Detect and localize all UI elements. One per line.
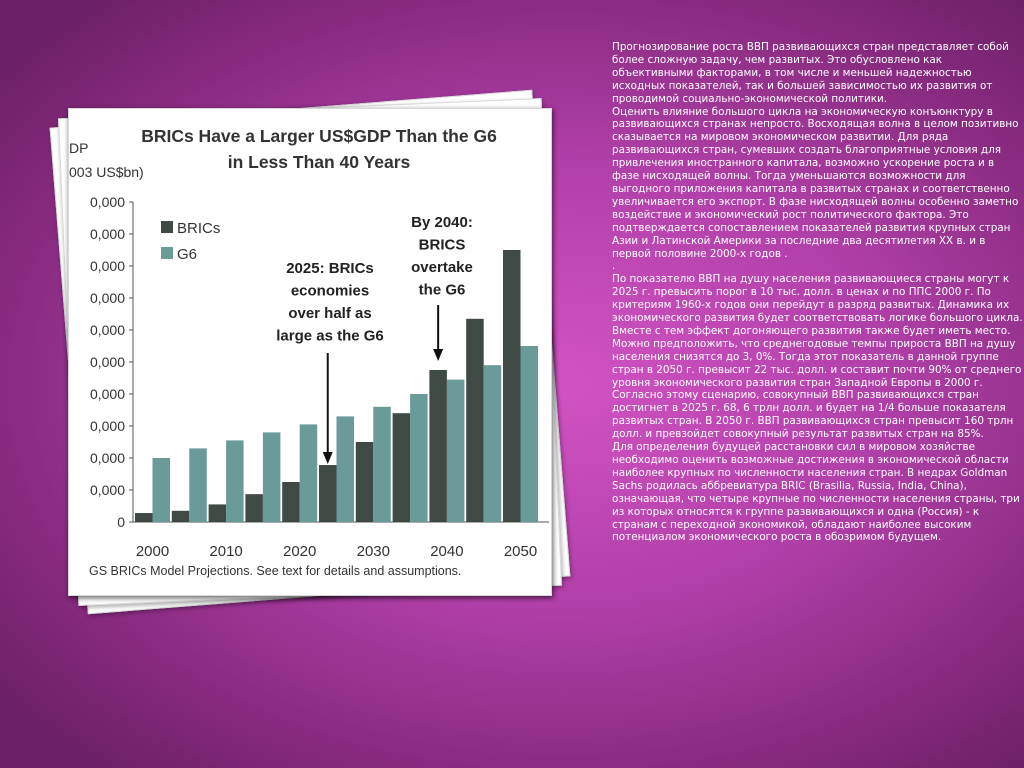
annotation-2025-line: over half as (288, 305, 371, 322)
body-text: Прогнозирование роста ВВП развивающихся … (612, 41, 1024, 721)
bar-brics-2025 (319, 465, 337, 522)
y-tick-label: 0,000 (90, 226, 125, 242)
bar-g6-2040 (446, 379, 465, 522)
bar-g6-2030 (373, 406, 391, 522)
legend-label: BRICs (177, 220, 220, 237)
bar-brics-2020 (282, 482, 300, 522)
bar-brics-2040 (429, 370, 447, 522)
y-tick-label: 0,000 (90, 194, 125, 210)
bar-g6-2050 (520, 346, 538, 522)
y-tick-label: 0,000 (90, 258, 125, 274)
y-tick-label: 0,000 (90, 322, 125, 338)
bar-brics-2030 (355, 442, 374, 522)
annotation-2025-arrowhead (322, 452, 333, 464)
y-tick-label: 0,000 (90, 450, 125, 466)
x-tick-label: 2010 (209, 543, 242, 560)
bar-brics-2050 (503, 250, 521, 522)
legend-swatch-g6 (161, 247, 173, 259)
annotation-2040-line: the G6 (419, 282, 466, 299)
bar-chart: BRICs Have a Larger US$GDP Than the G6 in… (69, 126, 549, 578)
annotation-2025-line: 2025: BRICs (286, 260, 374, 277)
chart-title-line: BRICs Have a Larger US$GDP Than the G6 (141, 126, 497, 146)
bar-brics-2000 (135, 513, 153, 522)
bar-brics-2010 (208, 504, 227, 522)
annotation-2040-arrowhead (433, 349, 444, 361)
bar-g6-2015 (262, 432, 281, 522)
chart-card: BRICs Have a Larger US$GDP Than the G6 in… (68, 108, 552, 596)
bar-g6-2020 (299, 424, 318, 522)
bar-g6-2025 (336, 416, 354, 522)
chart-footnote: GS BRICs Model Projections. See text for… (89, 564, 461, 578)
paragraph: По показателю ВВП на душу населения разв… (612, 273, 1023, 441)
annotation-2040-line: By 2040: (411, 214, 473, 231)
y-tick-label: 0,000 (90, 482, 125, 498)
chart-title-line: in Less Than 40 Years (228, 152, 411, 172)
annotation-2025-line: large as the G6 (276, 328, 384, 345)
annotation-2040-line: BRICS (419, 237, 466, 254)
y-tick-label: 0 (117, 514, 125, 530)
annotation-2040-line: overtake (411, 259, 473, 276)
y-tick-label: 0,000 (90, 386, 125, 402)
paragraph: . (612, 260, 616, 273)
y-axis-label-line: DP (69, 140, 88, 156)
bar-g6-2035 (410, 394, 428, 522)
y-tick-label: 0,000 (90, 290, 125, 306)
x-tick-label: 2040 (430, 543, 463, 560)
paragraph: Для определения будущей расстановки сил … (612, 441, 1020, 544)
bar-brics-2005 (171, 510, 190, 522)
x-tick-label: 2030 (357, 543, 390, 560)
y-axis-label-line: 003 US$bn) (69, 164, 144, 180)
y-tick-label: 0,000 (90, 354, 125, 370)
bar-g6-2005 (189, 448, 207, 522)
x-tick-label: 2000 (136, 543, 169, 560)
bar-brics-2035 (392, 413, 411, 522)
legend-label: G6 (177, 246, 197, 263)
paragraph: Оценить влияние большого цикла на эконом… (612, 105, 1019, 260)
bar-brics-2015 (245, 494, 263, 522)
paragraph: Прогнозирование роста ВВП развивающихся … (612, 41, 1009, 105)
bar-g6-2010 (226, 440, 244, 522)
annotation-2025-line: economies (291, 283, 369, 300)
legend-swatch-brics (161, 221, 173, 233)
x-tick-label: 2020 (283, 543, 316, 560)
bar-brics-2045 (466, 318, 484, 522)
y-tick-label: 0,000 (90, 418, 125, 434)
x-tick-label: 2050 (504, 543, 537, 560)
bar-g6-2045 (483, 365, 502, 522)
bar-g6-2000 (152, 458, 170, 522)
